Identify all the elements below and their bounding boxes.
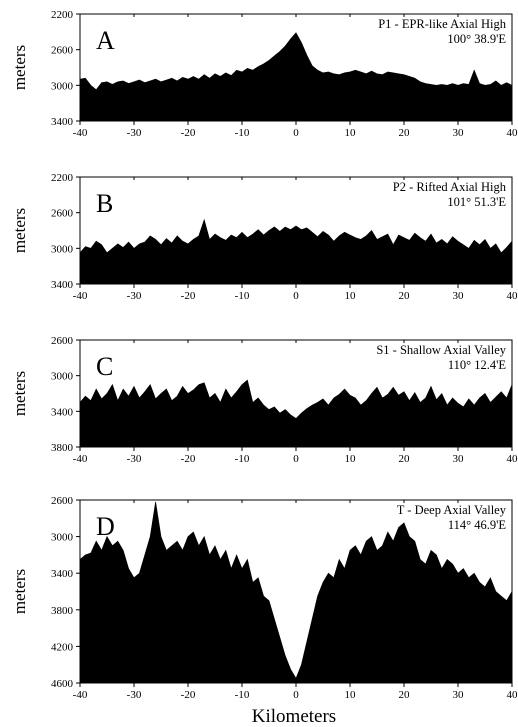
x-axis-label: Kilometers: [252, 706, 336, 727]
y-axis-label: meters: [10, 208, 29, 253]
x-tick-label: -20: [181, 689, 196, 701]
chart-panel-b: -40 -30 -20 -10 0 10 20 30 40 2200 2600 3000 3400 met…: [10, 172, 518, 302]
x-tick-label: 40: [507, 689, 518, 701]
x-tick-label: -30: [127, 127, 142, 139]
panel-title: S1 - Shallow Axial Valley: [376, 343, 506, 357]
profile-area-d: [79, 501, 513, 684]
x-tick-label: 10: [345, 290, 357, 302]
x-tick-label: -30: [127, 453, 142, 465]
chart-panel-c: -40 -30 -20 -10 0 10 20 30 40 2600 3000 3400 3800 met…: [10, 335, 518, 465]
x-tick-label: -40: [73, 127, 88, 139]
y-tick-label: 3000: [51, 243, 74, 255]
x-tick-label: -20: [181, 290, 196, 302]
x-tick-label: 20: [399, 127, 411, 139]
x-tick-label: -30: [127, 290, 142, 302]
profile-area-b: [79, 218, 513, 285]
x-tick-label: -10: [235, 290, 250, 302]
x-tick-label: -40: [73, 290, 88, 302]
y-tick-label: 3000: [51, 80, 74, 92]
panel-longitude: 101° 51.3'E: [447, 195, 506, 209]
y-tick-label: 3800: [51, 605, 74, 617]
x-tick-label: 30: [453, 689, 465, 701]
y-tick-label: 3400: [51, 116, 74, 128]
y-tick-label: 3000: [51, 532, 74, 544]
x-tick-label: -10: [235, 127, 250, 139]
panel-title: T - Deep Axial Valley: [397, 503, 507, 517]
x-tick-label: -30: [127, 689, 142, 701]
chart-panel-d: -40 -30 -20 -10 0 10 20 30 40 2600 3000 3400 3800 420…: [10, 495, 518, 701]
x-tick-label: 0: [293, 453, 299, 465]
panel-longitude: 110° 12.4'E: [448, 358, 507, 372]
x-tick-label: 30: [453, 290, 465, 302]
panel-letter: A: [96, 26, 115, 55]
panel-letter: D: [96, 512, 115, 541]
x-tick-label: 30: [453, 127, 465, 139]
panel-longitude: 114° 46.9'E: [448, 518, 507, 532]
x-tick-label: 10: [345, 127, 357, 139]
panel-letter: B: [96, 189, 113, 218]
x-tick-label: 0: [293, 290, 299, 302]
x-tick-label: 0: [293, 127, 299, 139]
y-tick-label: 3400: [51, 568, 74, 580]
x-tick-label: 40: [507, 453, 518, 465]
y-tick-label: 2200: [51, 9, 74, 21]
panel-title: P2 - Rifted Axial High: [393, 180, 507, 194]
panels: -40 -30 -20 -10 0 10 20 30 402200260030003400met…: [10, 9, 518, 701]
y-tick-label: 3800: [51, 442, 74, 454]
y-tick-label: 2600: [51, 208, 74, 220]
x-tick-label: -10: [235, 453, 250, 465]
x-tick-label: -40: [73, 453, 88, 465]
y-tick-label: 3400: [51, 279, 74, 291]
y-axis-label: meters: [10, 569, 29, 614]
y-tick-label: 2200: [51, 172, 74, 184]
panel-title: P1 - EPR-like Axial High: [378, 17, 507, 31]
x-tick-label: 20: [399, 290, 411, 302]
y-tick-label: 3000: [51, 371, 74, 383]
x-tick-label: 20: [399, 689, 411, 701]
x-tick-label: 10: [345, 453, 357, 465]
y-tick-label: 4600: [51, 678, 74, 690]
y-tick-label: 4200: [51, 641, 74, 653]
y-axis-label: meters: [10, 45, 29, 90]
x-tick-label: 40: [507, 127, 518, 139]
panel-longitude: 100° 38.9'E: [447, 32, 506, 46]
profile-area-a: [79, 32, 513, 122]
y-tick-label: 2600: [51, 335, 74, 347]
panel-letter: C: [96, 352, 113, 381]
x-tick-label: 40: [507, 290, 518, 302]
x-tick-label: -20: [181, 127, 196, 139]
y-tick-label: 2600: [51, 45, 74, 57]
x-tick-label: 0: [293, 689, 299, 701]
x-tick-label: -10: [235, 689, 250, 701]
x-tick-label: -40: [73, 689, 88, 701]
x-tick-label: -20: [181, 453, 196, 465]
chart-panel-a: -40 -30 -20 -10 0 10 20 30 40 2200 2600 3000 3400 met…: [10, 9, 518, 139]
x-tick-label: 30: [453, 453, 465, 465]
x-tick-label: 20: [399, 453, 411, 465]
y-tick-label: 3400: [51, 406, 74, 418]
profile-area-c: [79, 379, 513, 448]
y-tick-label: 2600: [51, 495, 74, 507]
x-tick-label: 10: [345, 689, 357, 701]
y-axis-label: meters: [10, 371, 29, 416]
